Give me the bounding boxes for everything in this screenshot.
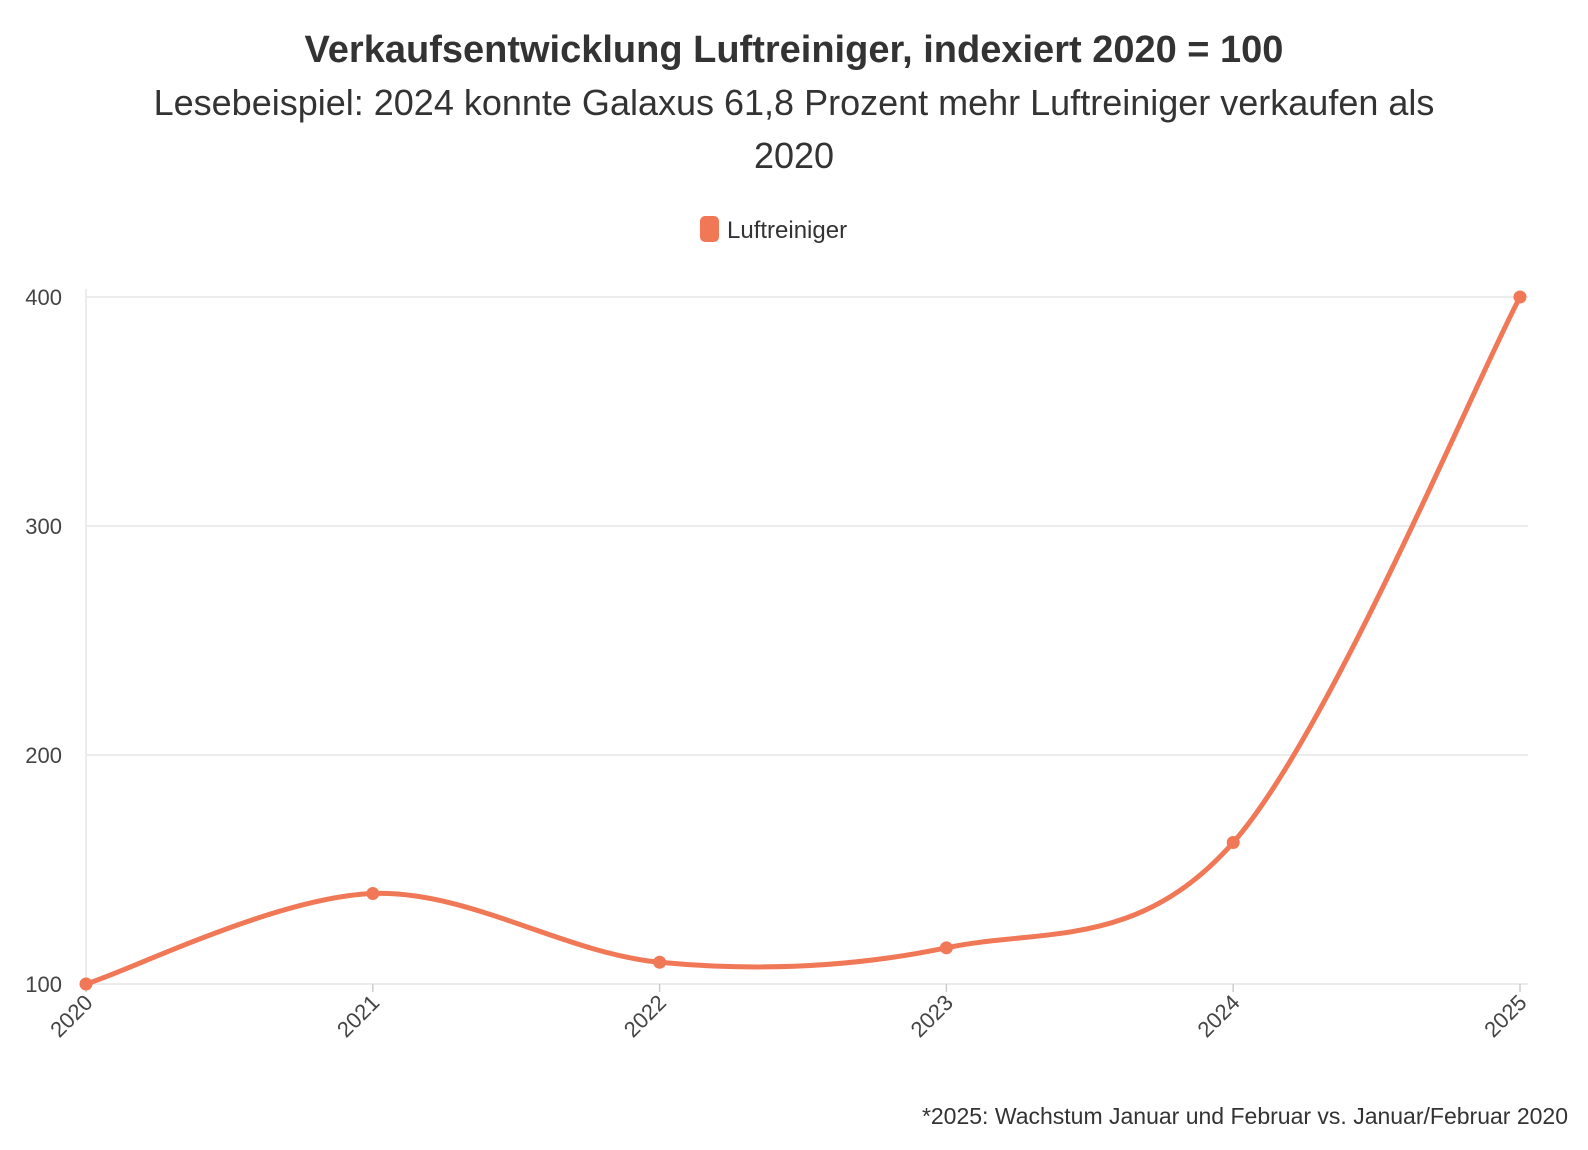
x-tick-label: 2024 <box>1192 990 1244 1042</box>
x-tick-label: 2022 <box>619 990 671 1042</box>
chart-subtitle-line2: 2020 <box>754 135 834 176</box>
y-axis-ticks: 100 200 300 400 <box>25 285 62 997</box>
y-tick-label: 100 <box>25 972 62 997</box>
y-tick-label: 400 <box>25 285 62 310</box>
x-tick-label: 2023 <box>906 990 958 1042</box>
legend-swatch <box>700 216 719 242</box>
footnote: *2025: Wachstum Januar und Februar vs. J… <box>922 1103 1568 1129</box>
gridlines <box>85 289 1528 985</box>
chart-title: Verkaufsentwicklung Luftreiniger, indexi… <box>305 29 1284 71</box>
series-luftreiniger <box>79 290 1527 991</box>
x-tick-label: 2025 <box>1479 990 1531 1042</box>
x-tick-label: 2020 <box>45 990 97 1042</box>
data-point <box>1226 835 1240 849</box>
y-tick-label: 200 <box>25 743 62 768</box>
data-point <box>939 941 953 955</box>
data-point <box>366 887 380 901</box>
legend-label: Luftreiniger <box>727 217 847 244</box>
series-line <box>83 294 1523 987</box>
x-tick-label: 2021 <box>332 990 384 1042</box>
legend: Luftreiniger <box>700 216 847 244</box>
data-point <box>79 977 93 991</box>
data-point <box>653 955 667 969</box>
chart-subtitle-line1: Lesebeispiel: 2024 konnte Galaxus 61,8 P… <box>154 82 1435 123</box>
y-tick-label: 300 <box>25 514 62 539</box>
data-point <box>1513 290 1527 304</box>
x-axis-ticks: 2020 2021 2022 2023 2024 2025 <box>45 984 1532 1042</box>
